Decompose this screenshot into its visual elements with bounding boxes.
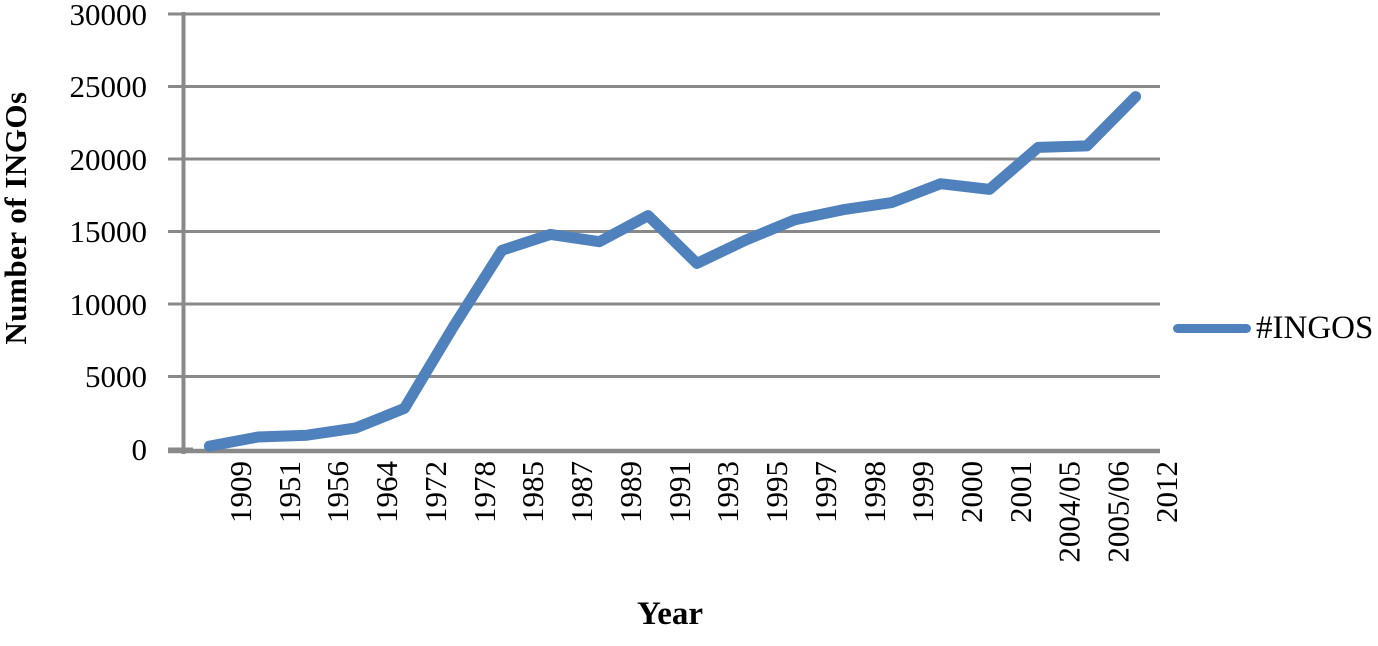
legend: #INGOS (1173, 310, 1373, 346)
x-tick-label: 1909 (222, 461, 258, 523)
x-tick-label: 2004/05 (1051, 461, 1087, 563)
x-tick-label: 1956 (320, 461, 356, 523)
y-axis-title: Number of INGOs (0, 91, 33, 345)
ingos-series-line (203, 91, 1142, 452)
x-tick-label: 1998 (856, 461, 892, 523)
x-tick-label: 2001 (1002, 461, 1038, 523)
x-tick-label: 1989 (612, 461, 648, 523)
x-tick-label: 1997 (807, 461, 843, 523)
x-tick-label: 1951 (271, 461, 307, 523)
x-tick-label: 1978 (466, 461, 502, 523)
y-tick-label: 25000 (69, 69, 148, 104)
legend-series-label: #INGOS (1256, 310, 1374, 346)
y-tick-label: 10000 (69, 286, 148, 322)
x-tick-label: 1995 (759, 461, 795, 523)
x-tick-label: 1985 (515, 461, 551, 523)
x-tick-label: 2005/06 (1100, 461, 1136, 563)
legend-line-swatch (1173, 323, 1251, 333)
x-tick-label: 1972 (417, 461, 453, 523)
y-tick-label: 15000 (69, 214, 148, 249)
x-axis-title: Year (637, 596, 703, 632)
x-tick-label: 1999 (905, 461, 941, 523)
x-tick-label: 1993 (710, 461, 746, 523)
x-tick-label: 1991 (661, 461, 697, 523)
y-tick-label: 5000 (85, 359, 147, 394)
x-tick-label: 2012 (1149, 461, 1185, 523)
y-tick-label: 30000 (69, 0, 148, 32)
y-tick-label: 20000 (69, 141, 148, 177)
x-tick-label: 2000 (954, 461, 990, 523)
y-tick-label: 0 (131, 431, 148, 467)
x-tick-label: 1987 (564, 461, 600, 523)
x-tick-label: 1964 (369, 461, 405, 523)
